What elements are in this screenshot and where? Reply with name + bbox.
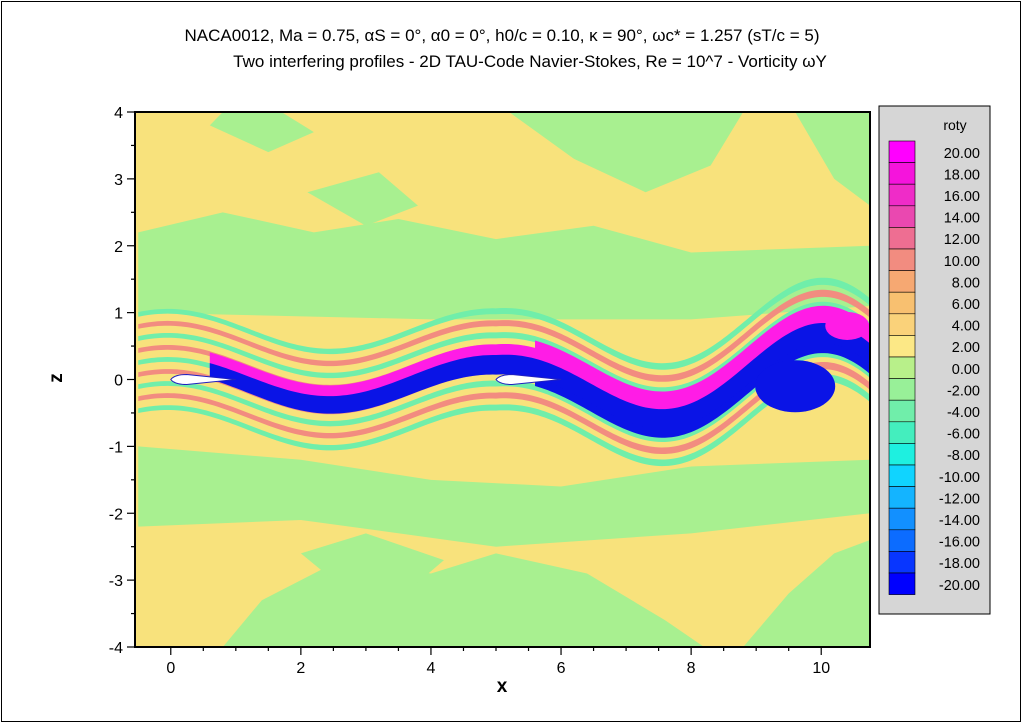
x-tick-label: 2	[296, 660, 305, 677]
legend-swatch	[888, 140, 916, 163]
zero-contour-region	[743, 540, 870, 647]
zero-contour-region	[209, 112, 314, 153]
vorticity-band	[535, 343, 870, 438]
legend-level-label: 6.00	[952, 297, 980, 313]
legend-level-label: 4.00	[952, 319, 980, 335]
legend-level-label: 8.00	[952, 275, 980, 291]
profile-2	[495, 373, 562, 386]
legend-level-label: -6.00	[947, 427, 980, 443]
legend-level-label: -20.00	[939, 578, 980, 594]
legend-swatch	[888, 291, 916, 315]
legend-title: roty	[943, 117, 966, 133]
legend-level-label: -10.00	[939, 470, 980, 486]
legend-level-label: -2.00	[947, 383, 980, 399]
legend-level-label: -18.00	[939, 556, 980, 572]
legend-level-label: 12.00	[944, 232, 980, 248]
legend-level-label: -16.00	[939, 535, 980, 551]
zero-contour-region	[138, 212, 870, 320]
y-tick-label: 1	[114, 306, 123, 323]
legend-swatch	[888, 529, 916, 552]
vortex-core	[755, 360, 836, 413]
zero-contour-region	[300, 533, 444, 594]
color-legend: roty 20.00 18.00 16.00 14.00 12.00 10.00 8.00 6…	[878, 105, 991, 615]
x-axis-label: x	[497, 676, 508, 697]
legend-level-label: 20.00	[944, 146, 980, 162]
legend-swatch	[888, 572, 916, 595]
legend-swatch	[888, 443, 916, 466]
vorticity-band	[138, 277, 870, 370]
legend-swatch	[888, 205, 916, 228]
legend-level-label: 18.00	[944, 167, 980, 183]
legend-level-label: 10.00	[944, 254, 980, 270]
x-tick-label: 8	[687, 660, 696, 677]
legend-swatch	[888, 270, 916, 293]
legend-swatch	[888, 464, 916, 487]
legend-level-label: -14.00	[939, 513, 980, 529]
legend-level-label: -8.00	[947, 448, 980, 464]
zero-contour-region	[795, 112, 870, 206]
zero-contour-region	[307, 172, 418, 226]
y-tick-label: -4	[109, 640, 123, 657]
vorticity-band	[138, 349, 870, 442]
legend-swatch	[888, 335, 916, 358]
legend-swatch	[888, 507, 916, 531]
legend-level-label: -4.00	[947, 405, 980, 421]
legend-swatch	[888, 162, 916, 185]
vortex-core	[825, 312, 870, 340]
y-tick-label: -2	[109, 506, 123, 523]
y-tick-label: 2	[114, 239, 123, 256]
y-tick-label: -3	[109, 573, 123, 590]
legend-level-label: 14.00	[944, 211, 980, 227]
legend-swatch	[888, 313, 916, 336]
legend-swatch	[888, 399, 916, 423]
legend-swatch	[888, 378, 916, 401]
legend-level-label: -12.00	[939, 491, 980, 507]
y-tick-label: 4	[114, 105, 123, 122]
legend-swatch	[888, 486, 916, 509]
zero-contour-region	[509, 112, 744, 193]
chart-subtitle: Two interfering profiles - 2D TAU-Code N…	[233, 52, 827, 71]
x-tick-label: 6	[557, 660, 566, 677]
legend-swatch	[888, 551, 916, 574]
chart-title: NACA0012, Ma = 0.75, αS = 0°, α0 = 0°, h…	[184, 26, 820, 45]
legend-level-label: 16.00	[944, 189, 980, 205]
y-tick-label: 0	[114, 373, 123, 390]
legend-swatch	[888, 248, 916, 271]
vorticity-band	[138, 289, 870, 382]
y-axis-label: z	[46, 373, 67, 383]
x-tick-label: 10	[812, 660, 830, 677]
x-tick-label: 4	[426, 660, 435, 677]
legend-level-label: 0.00	[952, 362, 980, 378]
legend-level-label: 2.00	[952, 340, 980, 356]
x-tick-label: 0	[166, 660, 175, 677]
legend-swatch	[888, 227, 916, 250]
y-tick-label: 3	[114, 172, 123, 189]
legend-swatch	[888, 183, 916, 207]
vorticity-band	[138, 301, 870, 394]
plot-area	[135, 112, 870, 647]
legend-swatch	[888, 356, 916, 379]
zero-contour-region	[138, 446, 870, 547]
profile-1	[170, 373, 236, 386]
y-tick-label: -1	[109, 439, 123, 456]
legend-swatch	[888, 421, 916, 444]
